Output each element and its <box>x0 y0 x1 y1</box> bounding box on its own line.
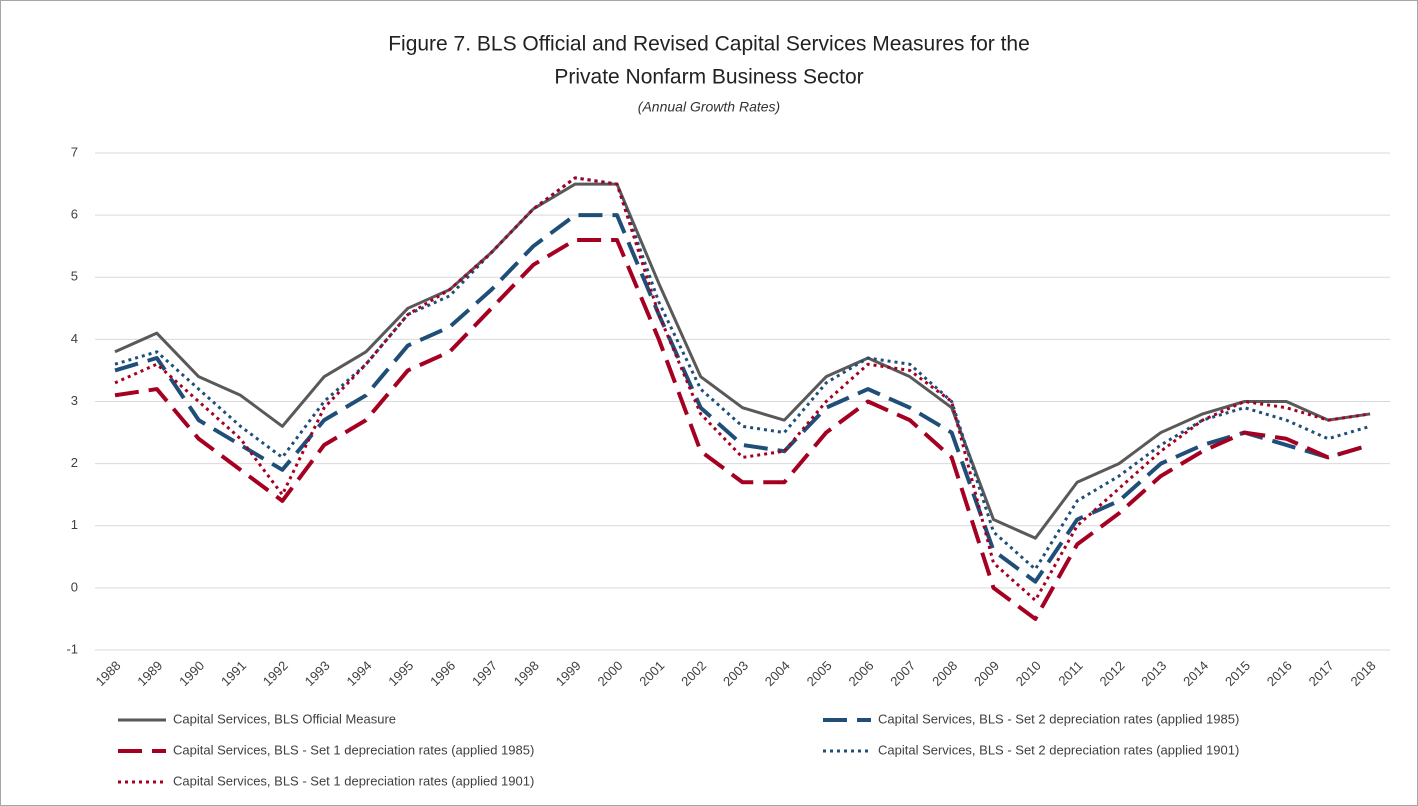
legend-label: Capital Services, BLS - Set 2 depreciati… <box>878 742 1239 757</box>
series-line <box>114 182 1371 540</box>
chart-subtitle: (Annual Growth Rates) <box>638 99 780 115</box>
legend-label: Capital Services, BLS - Set 1 depreciati… <box>173 773 534 788</box>
series-line <box>114 237 1371 621</box>
y-tick-label: 5 <box>71 269 78 284</box>
y-tick-label: 6 <box>71 207 78 222</box>
y-tick-label: 7 <box>71 144 78 159</box>
legend-label: Capital Services, BLS - Set 1 depreciati… <box>173 742 534 757</box>
y-tick-label: 0 <box>71 579 78 594</box>
legend-label: Capital Services, BLS Official Measure <box>173 711 396 726</box>
series-line <box>114 213 1371 584</box>
chart-title: Figure 7. BLS Official and Revised Capit… <box>388 33 1030 56</box>
series-line <box>114 176 1371 602</box>
y-tick-label: 3 <box>71 393 78 408</box>
y-tick-label: 1 <box>71 517 78 532</box>
y-tick-label: 2 <box>71 455 78 470</box>
y-tick-label: 4 <box>71 331 78 346</box>
chart-title: Private Nonfarm Business Sector <box>554 66 863 89</box>
legend-label: Capital Services, BLS - Set 2 depreciati… <box>878 711 1239 726</box>
y-tick-label: -1 <box>66 641 78 656</box>
